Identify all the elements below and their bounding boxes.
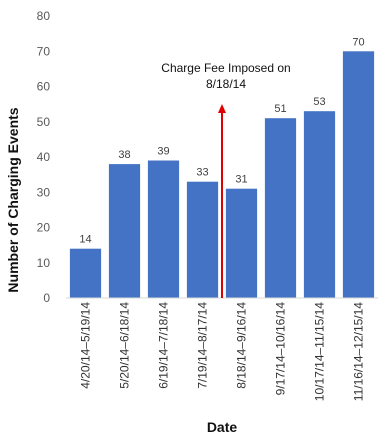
bar: [342, 51, 375, 299]
y-axis-title: Number of Charging Events: [5, 107, 21, 292]
x-tick-label: 11/16/14–12/15/14: [352, 302, 366, 402]
y-tick-label: 70: [37, 44, 51, 58]
x-tick-label: 5/20/14–6/18/14: [118, 302, 132, 389]
bar-value-label: 53: [313, 96, 325, 108]
bar-value-label: 31: [235, 174, 247, 186]
bar: [108, 164, 141, 298]
bar: [147, 160, 180, 298]
bar-value-label: 38: [118, 149, 130, 161]
bars: [69, 51, 375, 299]
x-axis: 4/20/14–5/19/14 5/20/14–6/18/14 6/19/14–7/…: [66, 297, 378, 402]
y-tick-label: 50: [37, 115, 51, 129]
bar: [69, 248, 102, 298]
bar: [225, 188, 258, 298]
bar-value-label: 70: [352, 36, 364, 48]
y-tick-label: 30: [37, 185, 51, 199]
bar-value-label: 51: [274, 103, 286, 115]
x-tick-label: 10/17/14–11/15/14: [313, 302, 327, 402]
y-tick-label: 20: [37, 221, 51, 235]
bar-value-label: 33: [196, 167, 208, 179]
bar: [303, 111, 336, 298]
y-tick-label: 10: [37, 256, 51, 270]
y-tick-label: 40: [37, 150, 51, 164]
x-tick-label: 8/18/14–9/16/14: [235, 302, 249, 389]
annotation-line-2: 8/18/14: [206, 77, 246, 91]
y-tick-label: 80: [37, 9, 51, 23]
bar-value-label: 39: [157, 146, 169, 158]
x-tick-label: 6/19/14–7/18/14: [157, 302, 171, 389]
y-tick-label: 0: [43, 291, 50, 305]
annotation: Charge Fee Imposed on 8/18/14: [161, 61, 291, 298]
y-axis: 0 10 20 30 40 50 60 70 80: [37, 9, 51, 305]
x-tick-label: 7/19/14–8/17/14: [196, 302, 210, 389]
bar-value-labels: 14 38 39 33 31 51 53 70: [79, 36, 364, 245]
bar: [186, 181, 219, 298]
x-tick-label: 9/17/14–10/16/14: [274, 302, 288, 396]
fee-imposed-arrow-head: [218, 104, 226, 113]
bar: [264, 118, 297, 298]
x-axis-title: Date: [207, 419, 238, 435]
y-tick-label: 60: [37, 80, 51, 94]
annotation-line-1: Charge Fee Imposed on: [161, 61, 290, 75]
x-tick-label: 4/20/14–5/19/14: [79, 302, 93, 389]
bar-value-label: 14: [79, 234, 91, 246]
